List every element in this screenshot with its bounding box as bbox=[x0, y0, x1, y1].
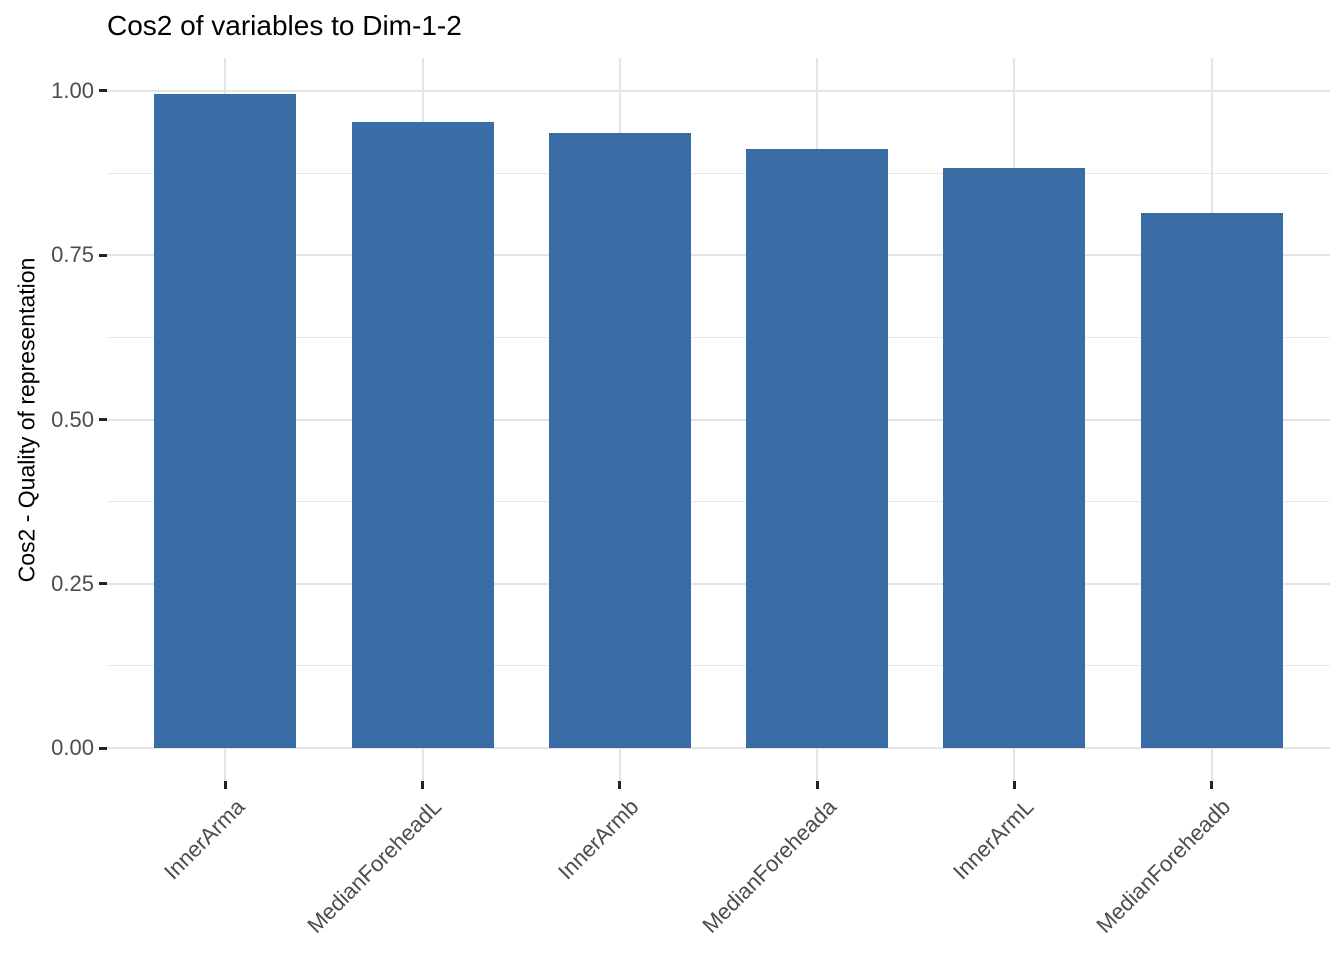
x-tick-label: InnerArmL bbox=[947, 794, 1039, 885]
bar-InnerArmL bbox=[943, 168, 1086, 749]
minor-gridline bbox=[107, 665, 1330, 667]
major-gridline bbox=[107, 582, 1330, 585]
bar-InnerArmb bbox=[548, 132, 691, 749]
major-gridline bbox=[107, 254, 1330, 257]
chart-title: Cos2 of variables to Dim-1-2 bbox=[107, 10, 462, 41]
y-axis-tick bbox=[99, 582, 107, 586]
major-gridline bbox=[107, 418, 1330, 421]
y-tick-label: 0.00 bbox=[51, 735, 94, 761]
y-axis-tick bbox=[99, 253, 107, 257]
x-axis-tick bbox=[1012, 781, 1016, 789]
y-axis-tick bbox=[99, 89, 107, 93]
x-axis-tick bbox=[223, 781, 227, 789]
x-tick-label: MedianForeheada bbox=[696, 794, 841, 938]
minor-gridline bbox=[107, 336, 1330, 338]
minor-gridline bbox=[107, 501, 1330, 503]
y-tick-label: 1.00 bbox=[51, 77, 94, 103]
bar-MedianForeheadb bbox=[1140, 213, 1283, 749]
y-axis-tick bbox=[99, 746, 107, 750]
x-axis-tick bbox=[618, 781, 622, 789]
x-axis-tick bbox=[1210, 781, 1214, 789]
bar-InnerArma bbox=[154, 94, 297, 749]
x-axis-tick bbox=[421, 781, 425, 789]
y-tick-label: 0.75 bbox=[51, 242, 94, 268]
plot-panel bbox=[107, 58, 1330, 781]
bar-MedianForeheadL bbox=[351, 121, 494, 749]
y-axis-tick bbox=[99, 418, 107, 421]
x-tick-label: MedianForeheadL bbox=[302, 794, 447, 938]
bar-MedianForeheada bbox=[746, 149, 889, 749]
y-tick-label: 0.25 bbox=[51, 570, 94, 596]
x-tick-label: InnerArmb bbox=[553, 794, 644, 885]
minor-gridline bbox=[107, 172, 1330, 174]
x-tick-label: InnerArma bbox=[158, 794, 250, 885]
x-axis-tick bbox=[815, 781, 819, 789]
major-gridline bbox=[107, 747, 1330, 750]
y-tick-label: 0.50 bbox=[51, 406, 94, 432]
major-gridline bbox=[107, 89, 1330, 92]
x-tick-label: MedianForeheadb bbox=[1091, 794, 1236, 938]
